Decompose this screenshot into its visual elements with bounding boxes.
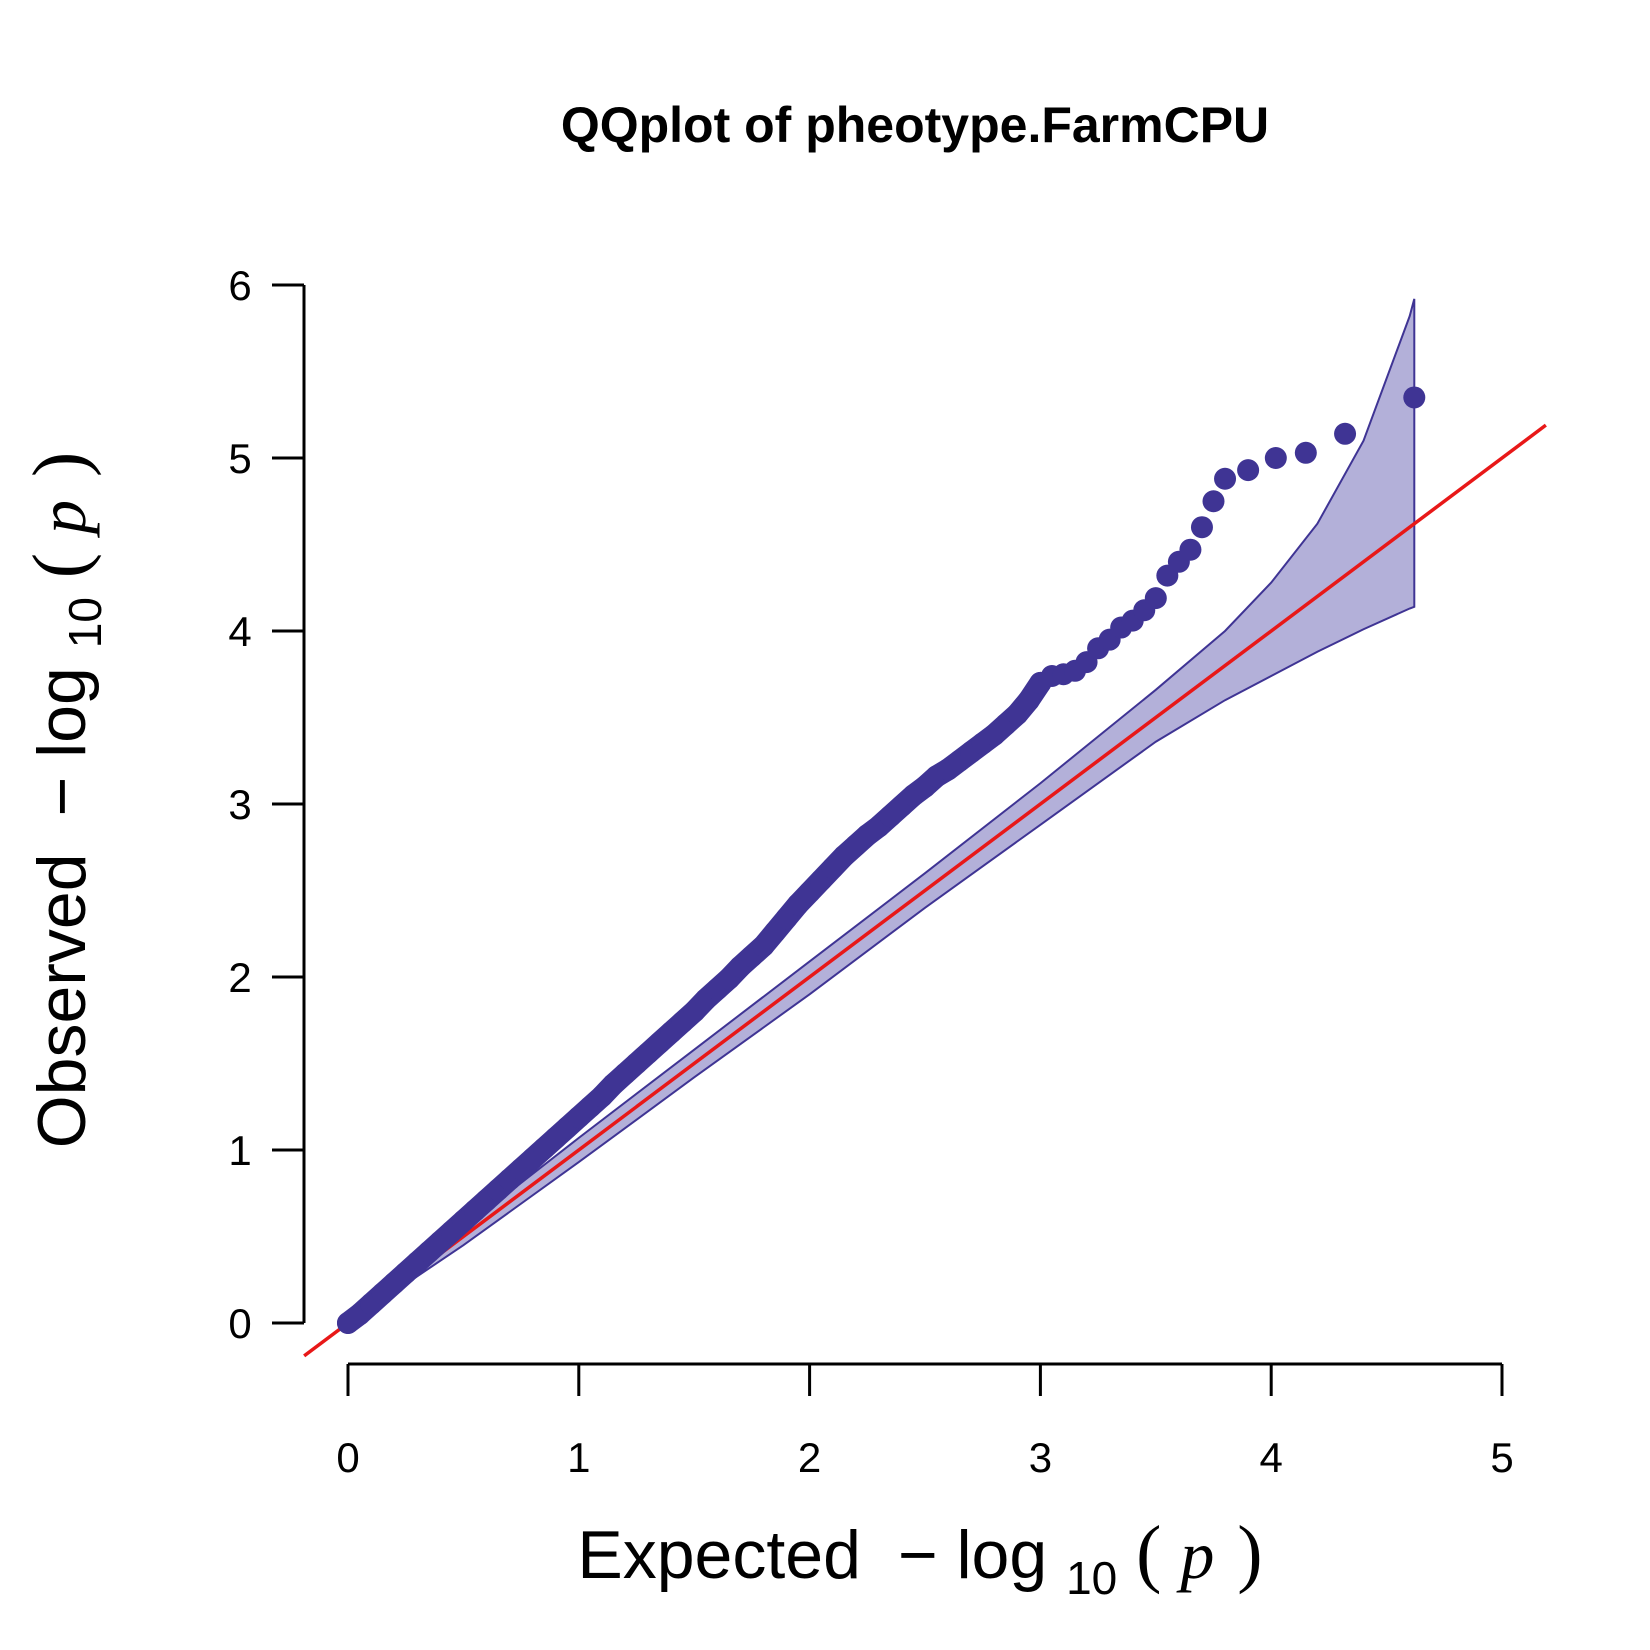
x-axis-label-minus: − [898, 1517, 938, 1593]
chart-title: QQplot of pheotype.FarmCPU [561, 97, 1269, 153]
x-axis-label-variable: p [1176, 1517, 1214, 1593]
data-point [1190, 516, 1213, 539]
y-tick-label: 4 [228, 608, 251, 655]
y-axis-label-close-paren: ) [18, 452, 102, 477]
data-point [1264, 447, 1287, 469]
confidence-band [347, 298, 1416, 1325]
y-tick-label: 5 [228, 435, 251, 482]
x-axis-label-close-paren: ) [1237, 1511, 1262, 1595]
y-axis: 0 1 2 3 4 5 6 [228, 262, 306, 1347]
data-point [1179, 538, 1202, 561]
data-point [1214, 467, 1237, 490]
x-axis: 0 1 2 3 4 5 [336, 1362, 1514, 1481]
reference-line-layer [303, 423, 1547, 1358]
x-tick-label: 0 [336, 1434, 359, 1481]
y-tick-label: 6 [228, 262, 251, 309]
x-tick-label: 2 [798, 1434, 821, 1481]
y-axis-label-variable: p [24, 500, 100, 538]
x-axis-label-base: 10 [1066, 1552, 1117, 1604]
y-tick-label: 0 [228, 1300, 251, 1347]
data-point [1017, 689, 1040, 712]
data-point [1334, 422, 1357, 445]
data-point [1403, 386, 1426, 409]
x-tick-label: 3 [1029, 1434, 1052, 1481]
y-tick-label: 3 [228, 781, 251, 828]
data-point [1202, 490, 1225, 513]
x-axis-label-log: log [956, 1517, 1047, 1593]
data-point [1144, 587, 1167, 610]
y-axis-label-main: Observed [24, 853, 100, 1148]
y-tick-label: 2 [228, 954, 251, 1001]
y-tick-label: 1 [228, 1127, 251, 1174]
x-tick-label: 1 [567, 1434, 590, 1481]
data-points-layer [337, 386, 1426, 1334]
y-axis-label-minus: − [24, 777, 100, 817]
x-tick-label: 5 [1490, 1434, 1513, 1481]
data-point [1294, 441, 1317, 464]
reference-line [303, 423, 1547, 1358]
y-axis-label: Observed − log 10 ( p ) [18, 452, 116, 1149]
confidence-band-layer [347, 298, 1416, 1325]
x-axis-label-open-paren: ( [1136, 1511, 1161, 1595]
data-point [1237, 459, 1260, 482]
y-axis-label-base: 10 [59, 597, 111, 648]
y-axis-label-open-paren: ( [18, 553, 102, 578]
x-axis-label: Expected − log 10 ( p ) [577, 1511, 1262, 1609]
y-axis-label-log: log [24, 667, 100, 758]
x-axis-label-main: Expected [577, 1517, 861, 1593]
x-tick-label: 4 [1260, 1434, 1283, 1481]
